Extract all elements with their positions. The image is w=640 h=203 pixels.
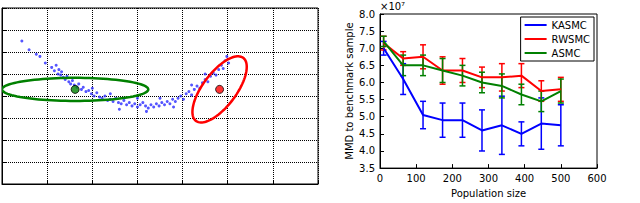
svg-text:4.0: 4.0 [359, 145, 375, 156]
svg-text:100: 100 [407, 173, 426, 184]
svg-text:6.5: 6.5 [359, 60, 375, 71]
svg-text:3.5: 3.5 [359, 163, 375, 174]
svg-text:500: 500 [551, 173, 570, 184]
svg-text:600: 600 [587, 173, 606, 184]
svg-text:4.5: 4.5 [359, 128, 375, 139]
svg-text:MMD to benchmark sample: MMD to benchmark sample [344, 22, 355, 159]
svg-text:6.0: 6.0 [359, 77, 375, 88]
svg-text:8.0: 8.0 [359, 9, 375, 20]
svg-text:5.5: 5.5 [359, 94, 375, 105]
svg-text:ASMC: ASMC [552, 48, 581, 59]
svg-text:300: 300 [479, 173, 498, 184]
svg-text:200: 200 [443, 173, 462, 184]
svg-text:7.5: 7.5 [359, 26, 375, 37]
svg-text:Population size: Population size [451, 188, 526, 199]
svg-text:7.0: 7.0 [359, 43, 375, 54]
svg-text:×10⁷: ×10⁷ [380, 1, 405, 12]
svg-text:RWSMC: RWSMC [552, 34, 590, 45]
svg-text:KASMC: KASMC [552, 20, 587, 31]
svg-text:5.0: 5.0 [359, 111, 375, 122]
svg-text:400: 400 [515, 173, 534, 184]
svg-text:0: 0 [377, 173, 383, 184]
